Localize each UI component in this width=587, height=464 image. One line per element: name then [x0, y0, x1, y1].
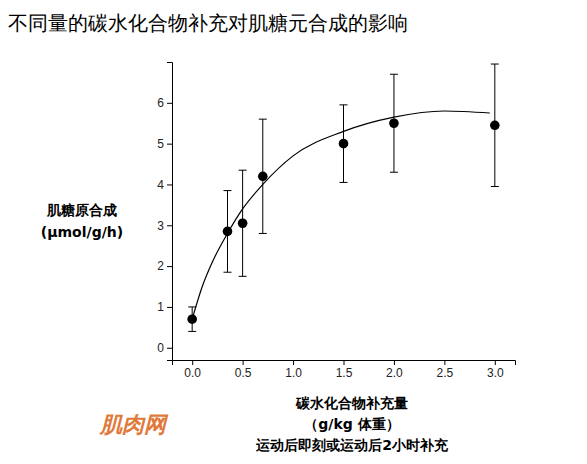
title: 不同量的碳水化合物补充对肌糖元合成的影响 — [8, 11, 408, 35]
x-tick-label: 1.0 — [285, 366, 302, 380]
x-axis-line — [173, 361, 516, 366]
y-tick-mark — [167, 348, 172, 349]
y-tick-label: 0 — [157, 341, 164, 355]
fit-line — [192, 111, 490, 319]
x-tick-mark — [394, 360, 395, 365]
error-bar — [491, 64, 499, 186]
error-bar-cap — [390, 74, 398, 75]
x-tick-label: 1.5 — [336, 366, 353, 380]
data-point — [339, 139, 349, 149]
x-tick-mark — [243, 360, 244, 365]
error-bar-cap — [223, 272, 231, 273]
x-label-line: （g/kg 体重） — [304, 416, 399, 432]
y-tick-mark — [167, 184, 172, 185]
x-label-line: 运动后即刻或运动后2小时补充 — [255, 437, 449, 453]
x-tick-label: 2.0 — [386, 366, 403, 380]
y-tick-mark — [167, 307, 172, 308]
y-label-line: (μmol/g/h) — [41, 224, 123, 240]
y-axis: 0 1 2 3 4 5 6 — [157, 63, 172, 361]
y-label-line: 肌糖原合成 — [46, 202, 117, 218]
data-point — [490, 120, 500, 130]
x-axis: 0.0 0.5 1.0 1.5 2.0 2.5 3.0 — [173, 360, 516, 380]
y-tick: 3 — [157, 219, 172, 233]
y-tick: 6 — [157, 96, 172, 110]
x-tick-label: 3.0 — [487, 366, 504, 380]
error-bar-cap — [188, 306, 196, 307]
error-bar — [239, 170, 247, 276]
error-bar — [340, 105, 348, 183]
x-tick: 0.0 — [184, 360, 201, 380]
x-label: 碳水化合物补充量 （g/kg 体重） 运动后即刻或运动后2小时补充 — [255, 395, 449, 453]
y-tick-label: 3 — [157, 219, 164, 233]
error-bar-cap — [259, 119, 267, 120]
x-tick-mark — [344, 360, 345, 365]
x-tick: 2.0 — [386, 360, 403, 380]
watermark: 肌肉网 — [99, 411, 169, 437]
y-tick-label: 6 — [157, 96, 164, 110]
plot-area — [187, 64, 499, 331]
error-bar-cap — [223, 190, 231, 191]
error-bar-cap — [239, 276, 247, 277]
y-tick: 1 — [157, 300, 172, 314]
error-bar — [223, 191, 231, 273]
y-tick-mark — [167, 266, 172, 267]
y-tick-label: 4 — [157, 178, 164, 192]
y-tick-label: 1 — [157, 300, 164, 314]
x-tick: 0.5 — [235, 360, 252, 380]
y-tick-label: 2 — [157, 259, 164, 273]
error-bar-cap — [491, 186, 499, 187]
x-tick-label: 0.5 — [235, 366, 252, 380]
error-bar-cap — [340, 182, 348, 183]
x-tick: 2.5 — [437, 360, 454, 380]
x-tick-label: 0.0 — [184, 366, 201, 380]
chart: 不同量的碳水化合物补充对肌糖元合成的影响 0.0 0.5 1.0 1.5 2.0 2.5 3.… — [0, 0, 587, 464]
error-bar-cap — [239, 170, 247, 171]
y-tick-mark — [167, 144, 172, 145]
y-tick: 4 — [157, 178, 172, 192]
x-tick: 1.0 — [285, 360, 302, 380]
x-tick: 1.5 — [336, 360, 353, 380]
y-tick-mark — [167, 225, 172, 226]
error-bar-cap — [188, 331, 196, 332]
error-bar-cap — [491, 64, 499, 65]
x-label-line: 碳水化合物补充量 — [295, 395, 408, 411]
y-tick: 2 — [157, 259, 172, 273]
x-tick-mark — [495, 360, 496, 365]
data-point — [389, 118, 399, 128]
y-tick: 0 — [157, 341, 172, 355]
x-tick-mark — [444, 360, 445, 365]
y-label: 肌糖原合成 (μmol/g/h) — [41, 202, 123, 240]
x-tick-mark — [192, 360, 193, 365]
x-tick-mark — [293, 360, 294, 365]
y-axis-line — [167, 63, 173, 361]
y-tick: 5 — [157, 137, 172, 151]
y-tick-mark — [167, 103, 172, 104]
x-tick-label: 2.5 — [437, 366, 454, 380]
x-tick: 3.0 — [487, 360, 504, 380]
error-bar-cap — [340, 104, 348, 105]
error-bar-cap — [259, 233, 267, 234]
error-bar — [259, 119, 267, 233]
y-tick-label: 5 — [157, 137, 164, 151]
data-point — [238, 218, 248, 228]
error-bar — [390, 74, 398, 172]
data-point — [258, 172, 268, 182]
error-bar-cap — [390, 172, 398, 173]
